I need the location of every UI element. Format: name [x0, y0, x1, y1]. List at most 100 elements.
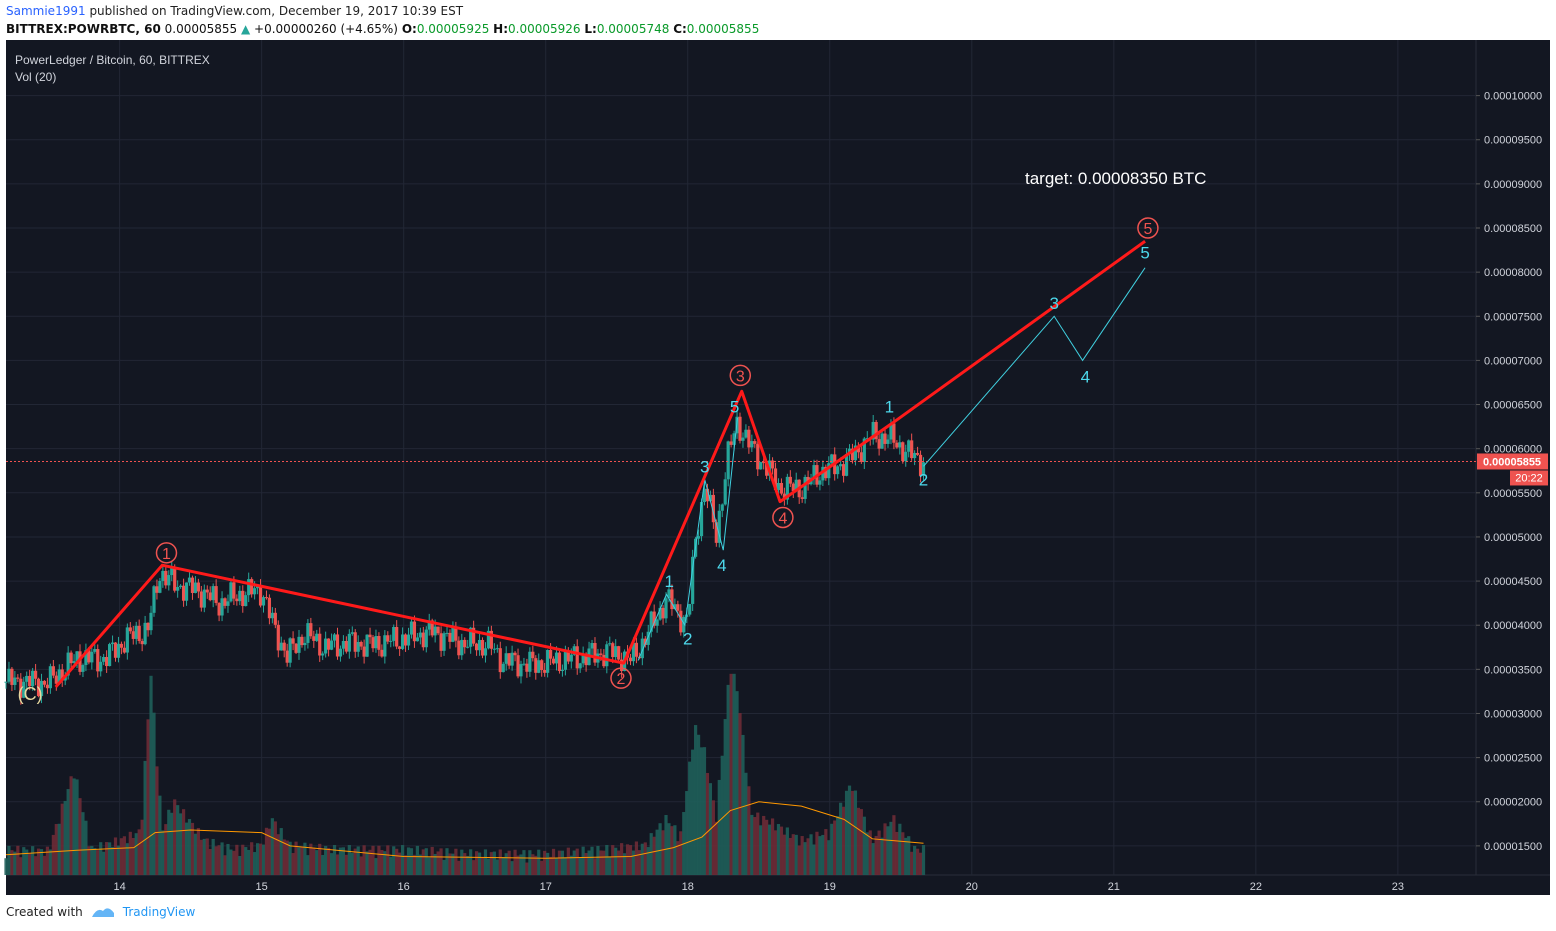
candle-body [368, 634, 372, 638]
x-tick-label: 23 [1392, 881, 1404, 893]
candle-body [312, 636, 316, 641]
candle-body [853, 445, 858, 461]
candle-body [862, 438, 866, 462]
candle-body [327, 638, 331, 650]
candle-body [81, 665, 85, 672]
volume-bar [341, 847, 346, 875]
volume-bar [806, 838, 810, 875]
volume-bar [69, 776, 73, 875]
volume-bar [51, 834, 55, 875]
candle-body [738, 416, 742, 441]
candle-body [181, 585, 186, 601]
volume-bar [350, 852, 354, 875]
volume-bar [913, 845, 917, 875]
candle-body [877, 439, 881, 449]
volume-bar [738, 713, 742, 875]
volume-bar [510, 861, 514, 875]
candle-body [915, 452, 920, 455]
volume-bar [312, 847, 316, 875]
volume-bar [821, 834, 825, 875]
candle-body [353, 632, 357, 652]
candle-body [566, 651, 570, 662]
candle-body [578, 663, 582, 669]
volume-bar [102, 851, 106, 875]
volume-bar [655, 829, 659, 875]
volume-bar [96, 850, 100, 875]
y-tick-label: 0.00003500 [1484, 664, 1542, 676]
volume-bar [720, 755, 724, 875]
volume-bar [359, 856, 363, 875]
volume-bar [498, 849, 502, 875]
candle-body [57, 669, 61, 684]
candle-body [611, 643, 615, 658]
candle-body [137, 625, 141, 642]
candle-body [377, 636, 381, 650]
volume-bar [377, 845, 381, 875]
y-tick-label: 0.00005000 [1484, 532, 1542, 544]
volume-bar [22, 847, 26, 875]
volume-bar [664, 815, 668, 875]
volume-bar [581, 846, 585, 875]
candle-body [54, 675, 58, 684]
candle-body [146, 622, 150, 631]
volume-bar [841, 806, 846, 875]
candle-body [33, 670, 38, 679]
candle-body [747, 429, 751, 448]
candle-body [682, 616, 686, 633]
projection-subwave-line [923, 267, 1146, 467]
candle-body [267, 597, 272, 619]
candle-body [830, 454, 834, 464]
y-tick-label: 0.00003000 [1484, 708, 1542, 720]
candle-body [617, 646, 621, 660]
volume-bar [617, 850, 621, 875]
author-link[interactable]: Sammie1991 [6, 4, 86, 18]
candle-body [72, 661, 76, 664]
volume-bar [199, 839, 203, 875]
volume-bar [264, 827, 269, 875]
volume-bar [392, 846, 396, 875]
candle-body [16, 677, 20, 679]
candle-body [818, 480, 822, 485]
publish-info: published on TradingView.com, December 1… [89, 4, 464, 18]
volume-bar [415, 845, 419, 875]
volume-bar [353, 848, 357, 875]
y-axis[interactable]: 0.00001500 0.00002000 0.00002500 0.00003000… [1476, 91, 1542, 853]
volume-bar [116, 845, 121, 875]
volume-bar [501, 857, 505, 875]
volume-bar [276, 834, 280, 875]
volume-bar [356, 846, 360, 875]
candle-body [329, 640, 334, 650]
countdown-tag [1510, 470, 1548, 486]
volume-bar [28, 853, 32, 875]
candle-body [45, 684, 50, 689]
candle-body [309, 623, 313, 637]
candle-body [406, 634, 411, 646]
candle-body [22, 681, 26, 698]
candle-body [729, 441, 733, 445]
candle-body [134, 625, 138, 639]
volume-bar [99, 842, 103, 875]
x-tick-label: 15 [256, 881, 268, 893]
candle-body [717, 510, 721, 543]
volume-bar [291, 853, 295, 875]
candle-body [492, 648, 496, 650]
volume-bar [643, 842, 647, 875]
candle-body [321, 653, 325, 656]
volume-bar [827, 840, 831, 875]
candle-body [901, 442, 905, 462]
candle-body [347, 633, 351, 652]
volume-bar [4, 858, 8, 875]
candle-body [332, 634, 337, 641]
volume-bar [131, 838, 135, 875]
candle-body [756, 443, 760, 470]
volume-bar [66, 789, 70, 875]
y-tick-label: 0.00005500 [1484, 488, 1542, 500]
volume-bar [688, 761, 692, 875]
candle-body [670, 589, 674, 610]
created-with-label: Created with [6, 905, 83, 919]
tradingview-link[interactable]: TradingView [122, 905, 196, 919]
candle-body [167, 575, 171, 586]
volume-bar [164, 824, 168, 875]
volume-bar [797, 845, 801, 875]
